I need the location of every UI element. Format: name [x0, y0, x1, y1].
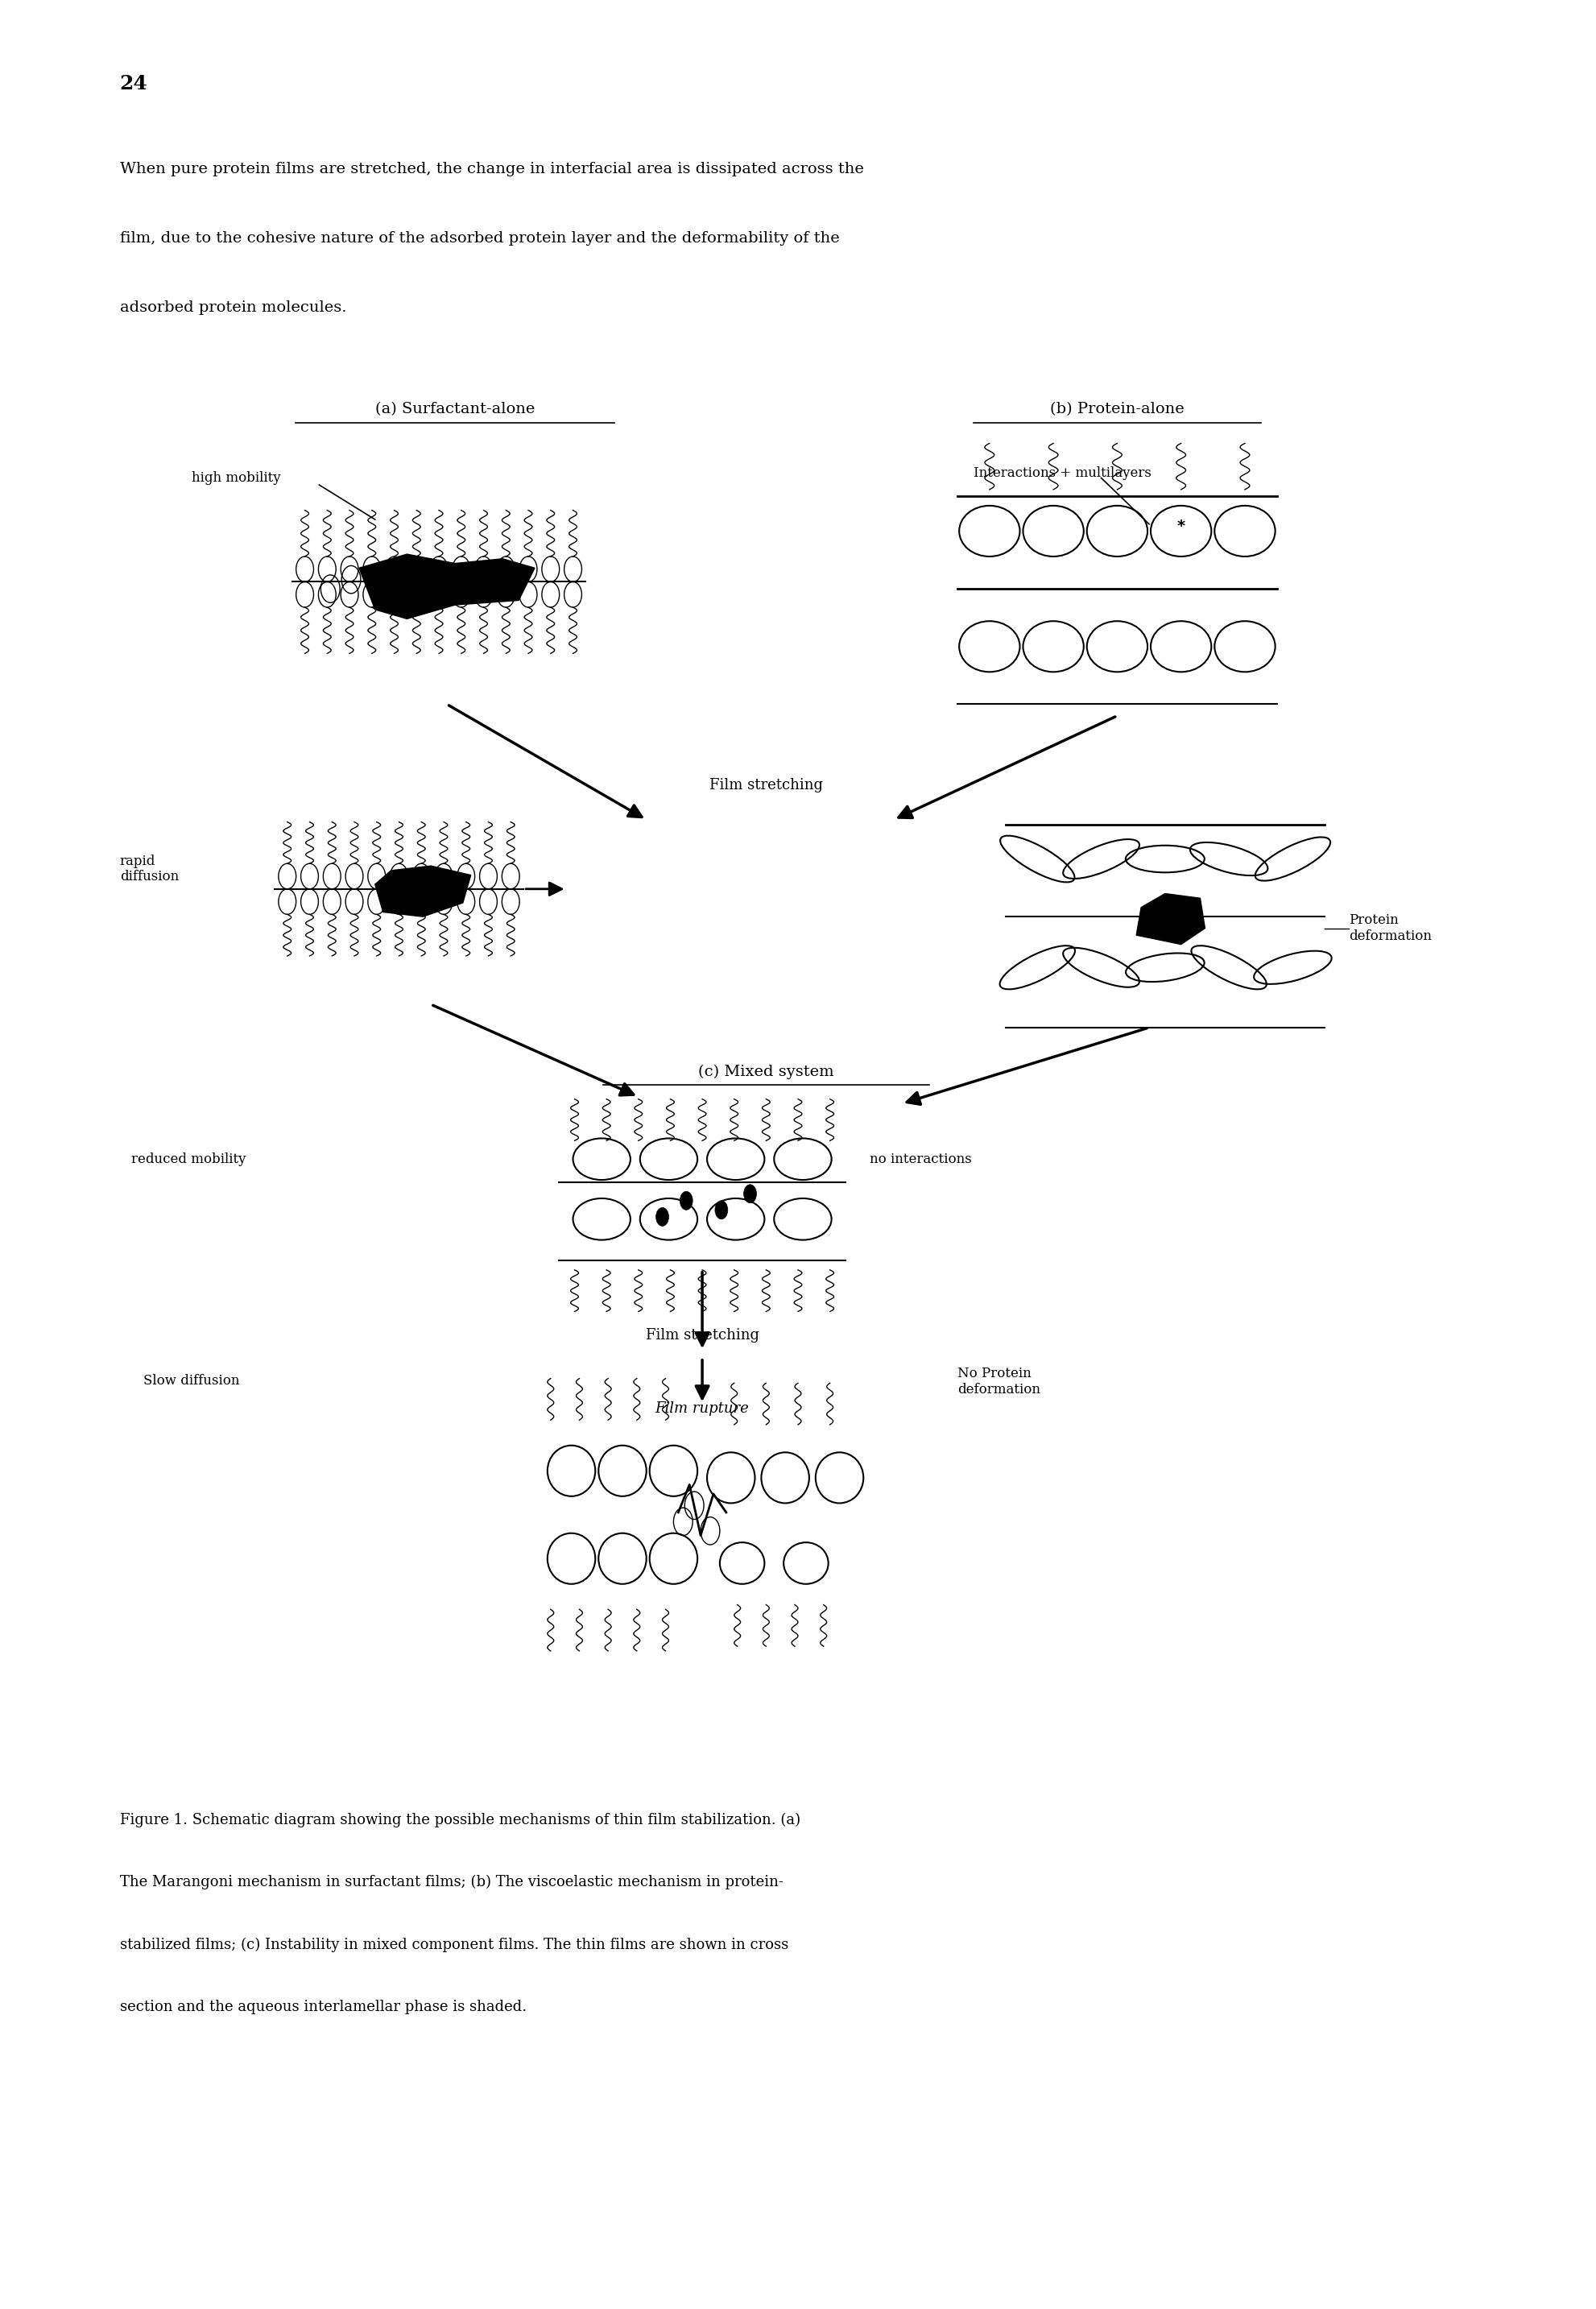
- Circle shape: [680, 1191, 693, 1210]
- Text: No Protein
deformation: No Protein deformation: [958, 1367, 1041, 1397]
- Circle shape: [744, 1185, 757, 1203]
- Text: stabilized films; (c) Instability in mixed component films. The thin films are s: stabilized films; (c) Instability in mix…: [120, 1937, 788, 1951]
- Text: Film stretching: Film stretching: [645, 1328, 760, 1342]
- Text: Film stretching: Film stretching: [709, 778, 824, 792]
- Text: Interactions + multilayers: Interactions + multilayers: [974, 466, 1151, 480]
- Text: adsorbed protein molecules.: adsorbed protein molecules.: [120, 300, 346, 314]
- Polygon shape: [359, 554, 535, 619]
- Text: Film rupture: Film rupture: [656, 1402, 749, 1415]
- Circle shape: [715, 1201, 728, 1219]
- Text: When pure protein films are stretched, the change in interfacial area is dissipa: When pure protein films are stretched, t…: [120, 162, 863, 175]
- Text: high mobility: high mobility: [192, 471, 281, 485]
- Text: Figure 1. Schematic diagram showing the possible mechanisms of thin film stabili: Figure 1. Schematic diagram showing the …: [120, 1813, 800, 1826]
- Circle shape: [656, 1208, 669, 1226]
- Text: rapid
diffusion: rapid diffusion: [120, 854, 179, 884]
- Polygon shape: [375, 866, 471, 917]
- Text: (c) Mixed system: (c) Mixed system: [697, 1064, 835, 1078]
- Text: reduced mobility: reduced mobility: [131, 1152, 246, 1166]
- Text: film, due to the cohesive nature of the adsorbed protein layer and the deformabi: film, due to the cohesive nature of the …: [120, 231, 839, 245]
- Text: *: *: [1176, 520, 1186, 533]
- Text: 24: 24: [120, 74, 148, 92]
- Text: (a) Surfactant-alone: (a) Surfactant-alone: [375, 402, 535, 416]
- Text: (b) Protein-alone: (b) Protein-alone: [1050, 402, 1184, 416]
- Text: Slow diffusion: Slow diffusion: [144, 1374, 239, 1388]
- Text: section and the aqueous interlamellar phase is shaded.: section and the aqueous interlamellar ph…: [120, 2000, 527, 2013]
- Text: The Marangoni mechanism in surfactant films; (b) The viscoelastic mechanism in p: The Marangoni mechanism in surfactant fi…: [120, 1875, 784, 1889]
- Text: no interactions: no interactions: [870, 1152, 972, 1166]
- Text: Protein
deformation: Protein deformation: [1349, 914, 1432, 942]
- Polygon shape: [1136, 894, 1205, 944]
